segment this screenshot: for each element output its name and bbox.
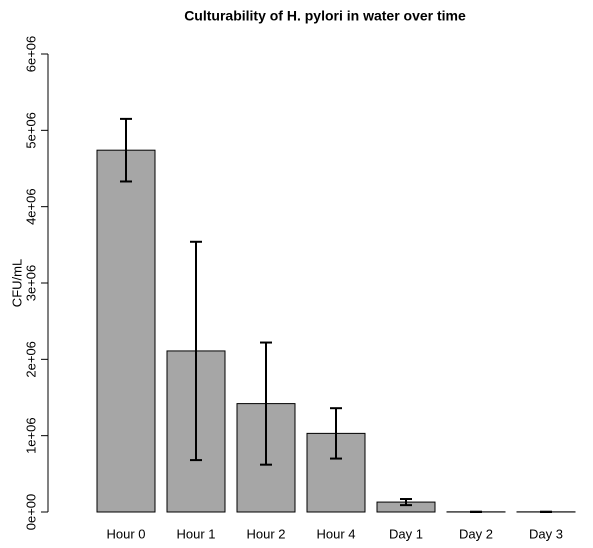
bar xyxy=(96,149,156,513)
x-tick-label: Hour 2 xyxy=(246,526,285,541)
y-tick-label: 5e+06 xyxy=(23,112,38,149)
chart-title: Culturability of H. pylori in water over… xyxy=(184,8,466,24)
y-tick-label: 4e+06 xyxy=(23,188,38,225)
y-tick-label: 0e+00 xyxy=(23,494,38,531)
x-tick-label: Hour 0 xyxy=(106,526,145,541)
error-bar xyxy=(400,498,412,507)
x-tick-label: Day 2 xyxy=(459,526,493,541)
y-tick-label: 3e+06 xyxy=(23,265,38,302)
error-bar xyxy=(190,240,202,462)
y-tick-label: 6e+06 xyxy=(23,36,38,73)
error-bar xyxy=(330,407,342,460)
x-tick-label: Day 1 xyxy=(389,526,423,541)
y-tick-label: 1e+06 xyxy=(23,417,38,454)
y-axis-label: CFU/mL xyxy=(9,259,24,307)
x-tick-label: Day 3 xyxy=(529,526,563,541)
x-tick-label: Hour 1 xyxy=(176,526,215,541)
error-bar xyxy=(120,117,132,183)
x-tick-label: Hour 4 xyxy=(316,526,355,541)
error-bar xyxy=(260,341,272,466)
y-tick-label: 2e+06 xyxy=(23,341,38,378)
